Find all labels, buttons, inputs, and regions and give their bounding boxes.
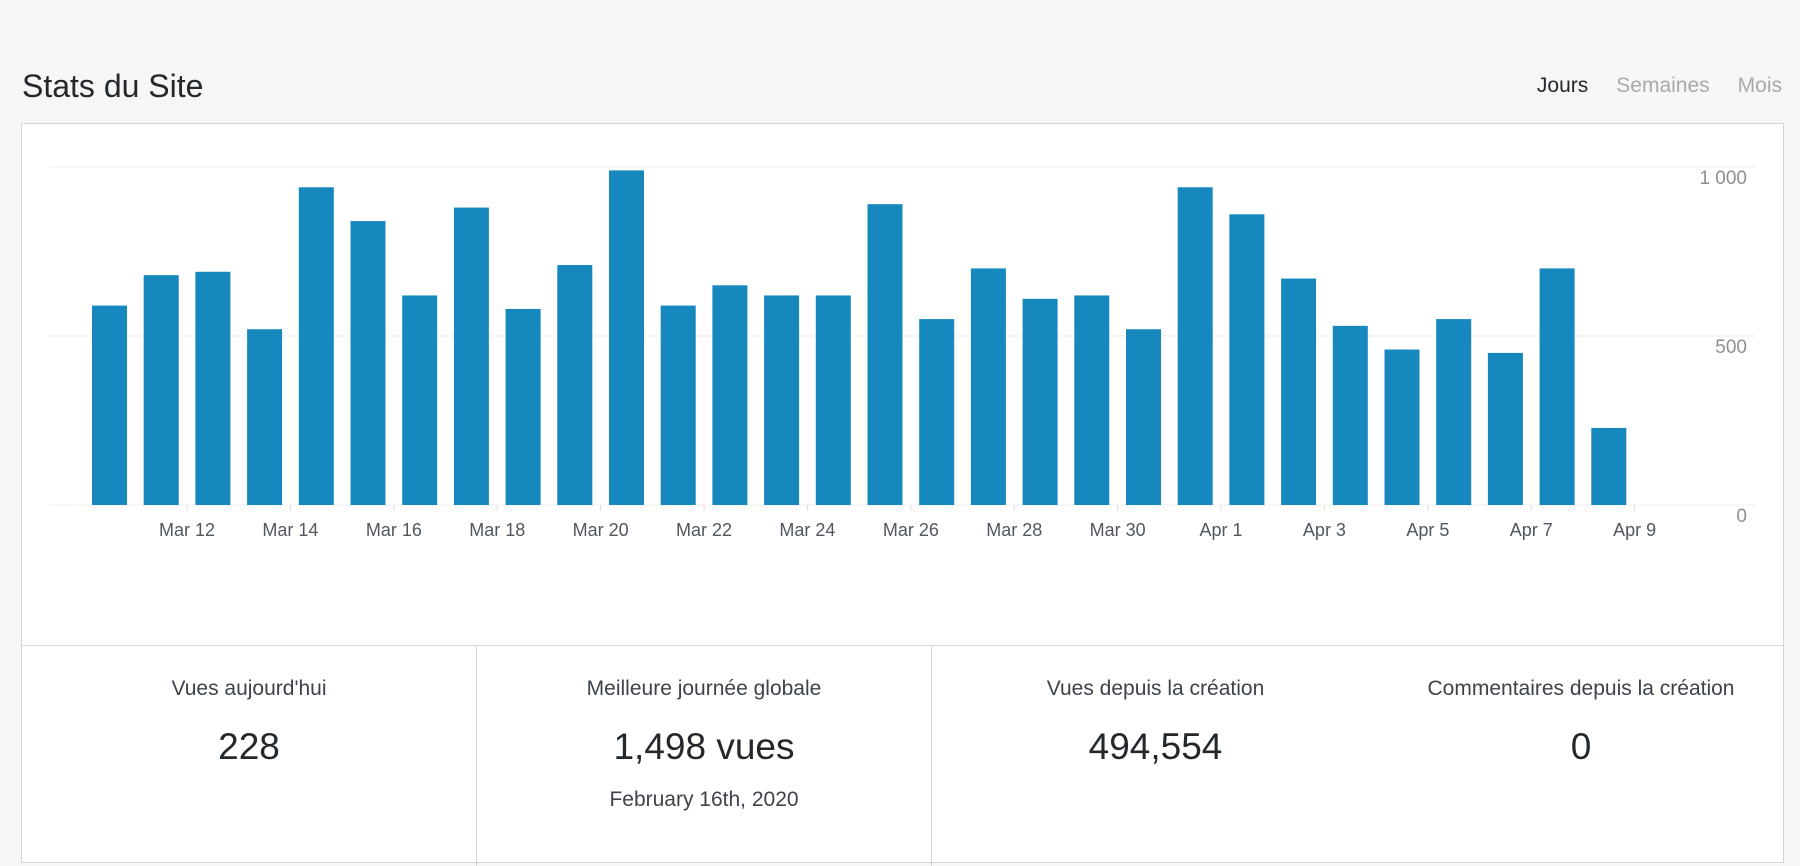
page-title: Stats du Site <box>22 68 204 104</box>
stat-total-comments-label: Commentaires depuis la création <box>1427 677 1735 700</box>
bar <box>1436 319 1472 505</box>
bar <box>970 268 1006 505</box>
x-tick-label: Apr 3 <box>1303 520 1346 540</box>
bar <box>712 285 748 505</box>
stat-best-day-date: February 16th, 2020 <box>609 788 799 811</box>
stats-header: Stats du Site Jours Semaines Mois <box>0 0 1800 122</box>
bar <box>1281 278 1317 505</box>
bar <box>557 265 593 505</box>
x-tick-label: Apr 5 <box>1406 520 1449 540</box>
x-tick-label: Mar 24 <box>779 520 835 540</box>
x-tick-label: Mar 22 <box>676 520 732 540</box>
bar <box>453 207 489 505</box>
x-tick-label: Mar 30 <box>1090 520 1146 540</box>
bar <box>402 295 438 505</box>
y-tick-label: 500 <box>1715 337 1747 358</box>
bar <box>919 319 955 505</box>
bar <box>1332 325 1368 505</box>
views-chart: 0 500 1 000 Mar 12 Mar 14 Mar 16 Mar 18 Mar 20 M… <box>22 124 1783 644</box>
x-tick-label: Mar 26 <box>883 520 939 540</box>
stat-best-day-value: 1,498 vues <box>613 726 795 767</box>
bar <box>1384 349 1420 505</box>
bar <box>1126 329 1161 505</box>
x-tick-label: Apr 7 <box>1510 520 1553 540</box>
tab-jours[interactable]: Jours <box>1536 74 1589 97</box>
bar <box>505 308 541 505</box>
bar <box>609 170 644 505</box>
views-bar-chart: 0 500 1 000 Mar 12 Mar 14 Mar 16 Mar 18 Mar 20 M… <box>49 166 1757 540</box>
stat-best-day: Meilleure journée globale 1,498 vues Feb… <box>476 646 931 866</box>
bar <box>195 271 231 505</box>
bar <box>1022 298 1058 505</box>
stat-views-today-value: 228 <box>218 726 280 767</box>
stat-views-today: Vues aujourd'hui 228 <box>22 646 476 866</box>
bar <box>1177 187 1213 505</box>
bar <box>764 295 800 505</box>
bar <box>298 187 334 505</box>
x-tick-label: Mar 12 <box>159 520 215 540</box>
bar <box>1591 427 1627 505</box>
bar <box>1074 295 1110 505</box>
x-tick-label: Mar 14 <box>262 520 318 540</box>
tab-semaines[interactable]: Semaines <box>1616 74 1710 97</box>
x-tick-label: Apr 9 <box>1613 520 1656 540</box>
stat-best-day-label: Meilleure journée globale <box>586 677 822 700</box>
x-tick-label: Mar 20 <box>573 520 629 540</box>
stat-total-views-label: Vues depuis la création <box>1046 677 1265 700</box>
tab-mois[interactable]: Mois <box>1737 74 1782 97</box>
y-tick-label: 1 000 <box>1699 168 1747 189</box>
stats-summary: Vues aujourd'hui 228 Meilleure journée g… <box>22 645 1783 866</box>
bar <box>1229 214 1265 505</box>
x-tick-label: Apr 1 <box>1200 520 1243 540</box>
period-tabs: Jours Semaines Mois <box>1537 74 1782 98</box>
y-tick-label: 0 <box>1736 506 1747 527</box>
stat-total-comments: Commentaires depuis la création 0 <box>1379 646 1783 866</box>
bar <box>660 305 696 505</box>
bar <box>815 295 851 505</box>
stat-total-views-value: 494,554 <box>1088 726 1223 767</box>
bar <box>1539 268 1575 505</box>
stat-total-comments-value: 0 <box>1570 726 1592 767</box>
x-tick-label: Mar 18 <box>469 520 525 540</box>
x-tick-label: Mar 16 <box>366 520 422 540</box>
x-tick-label: Mar 28 <box>986 520 1042 540</box>
stat-views-today-label: Vues aujourd'hui <box>171 677 327 700</box>
bar <box>247 329 283 505</box>
bar <box>143 275 179 505</box>
bar <box>1487 352 1523 505</box>
bar <box>350 221 386 505</box>
bar <box>92 305 127 505</box>
bar <box>867 204 903 505</box>
stat-total-views: Vues depuis la création 494,554 <box>931 646 1379 866</box>
stats-panel: 0 500 1 000 Mar 12 Mar 14 Mar 16 Mar 18 Mar 20 M… <box>21 123 1784 866</box>
